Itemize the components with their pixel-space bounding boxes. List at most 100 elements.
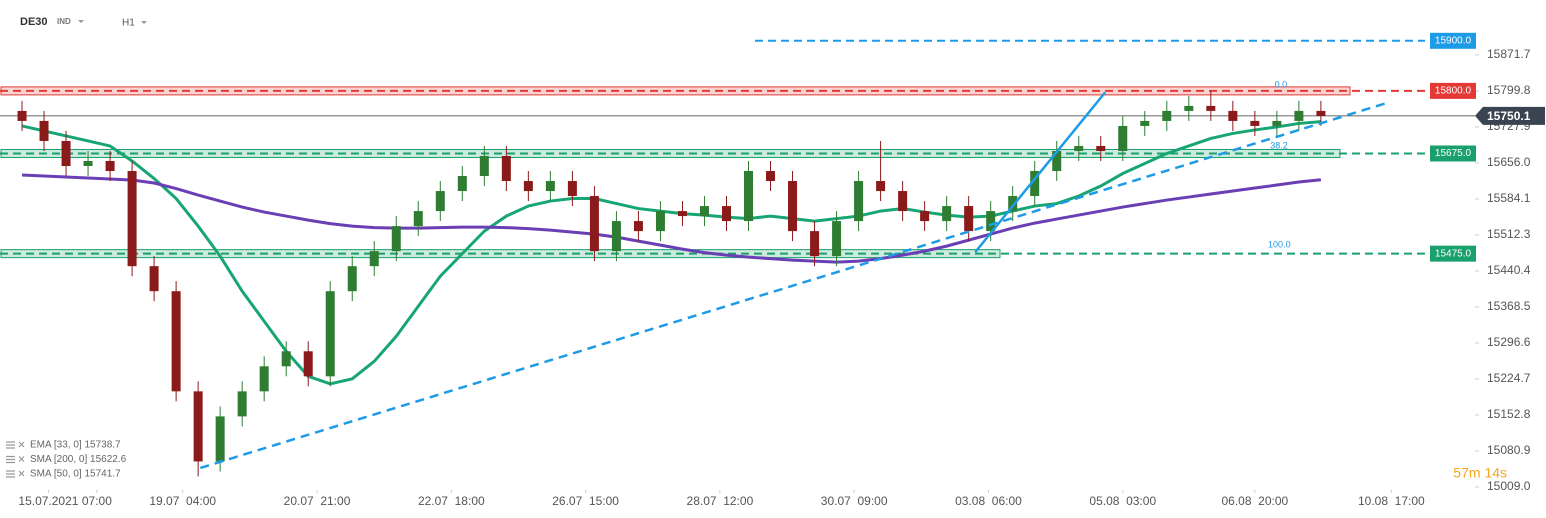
- y-tick-label: 15512.3: [1487, 227, 1531, 241]
- dropdown-arrow[interactable]: [141, 21, 147, 24]
- indicator-label: SMA [50, 0] 15741.7: [30, 469, 121, 480]
- interval[interactable]: H1: [122, 18, 135, 29]
- level-label: 15475.0: [1435, 248, 1472, 259]
- indicator-label: EMA [33, 0] 15738.7: [30, 440, 121, 451]
- y-tick-label: 15009.0: [1487, 479, 1531, 493]
- candle-body: [788, 181, 798, 232]
- x-tick-label: 20.07 21:00: [284, 494, 351, 508]
- indicator-remove[interactable]: [18, 456, 25, 462]
- level-label: 15800.0: [1435, 86, 1472, 97]
- level-label: 15900.0: [1435, 35, 1472, 46]
- dropdown-arrow[interactable]: [78, 20, 84, 23]
- candle-body: [633, 221, 643, 232]
- candle-body: [1272, 120, 1282, 126]
- symbol[interactable]: DE30: [20, 16, 48, 28]
- candle-body: [1008, 196, 1018, 212]
- candle-body: [83, 160, 93, 167]
- fib-label: 100.0: [1268, 240, 1291, 250]
- candle-body: [589, 196, 599, 252]
- candle-body: [501, 155, 511, 182]
- candle-body: [545, 181, 555, 192]
- y-tick-label: 15584.1: [1487, 191, 1531, 205]
- candle-body: [854, 181, 864, 222]
- candle-body: [435, 191, 445, 212]
- candle-body: [1118, 125, 1128, 151]
- x-tick-label: 07:00: [82, 494, 112, 508]
- indicator-icon: [6, 455, 15, 464]
- moving-average: [21, 173, 1322, 264]
- candle-body: [832, 221, 842, 257]
- indicator-icon: [6, 441, 15, 449]
- indicator-icon: [6, 470, 15, 478]
- current-price-tag: [1475, 106, 1545, 125]
- candle-body: [193, 391, 203, 462]
- y-tick-label: 15871.7: [1487, 47, 1531, 61]
- candle-body: [105, 160, 115, 172]
- candle-body: [964, 206, 974, 232]
- indicator-label: SMA [200, 0] 15622.6: [30, 454, 127, 465]
- candle-body: [655, 211, 665, 232]
- candle-body: [876, 181, 886, 192]
- candle-body: [127, 171, 137, 267]
- candle-body: [920, 211, 930, 222]
- x-tick-label: 19.07 04:00: [149, 494, 216, 508]
- candle-body: [1162, 110, 1172, 121]
- candle-body: [347, 266, 357, 292]
- candle-body: [457, 176, 467, 192]
- y-tick-label: 15440.4: [1487, 263, 1531, 277]
- trendline: [974, 91, 1107, 253]
- fib-label: 38.2: [1270, 140, 1288, 150]
- candle-body: [413, 211, 423, 227]
- fib-label: 0.0: [1275, 79, 1288, 89]
- y-tick-label: 15799.8: [1487, 83, 1531, 97]
- x-tick-label: 10.08 17:00: [1358, 494, 1425, 508]
- candle-body: [1250, 120, 1260, 126]
- indicator-remove[interactable]: [18, 470, 25, 477]
- y-tick-label: 15224.7: [1487, 371, 1531, 385]
- x-tick-label: 06.08 20:00: [1221, 494, 1288, 508]
- indicator-remove[interactable]: [18, 441, 25, 448]
- y-tick-label: 15080.9: [1487, 443, 1531, 457]
- candle-body: [479, 155, 489, 177]
- x-tick-label: 22.07 18:00: [418, 494, 485, 508]
- market: IND: [57, 17, 71, 26]
- candle-body: [369, 251, 379, 267]
- candle-body: [1140, 120, 1150, 126]
- level-tag: [1430, 145, 1476, 162]
- candle-body: [942, 206, 952, 222]
- candle-body: [61, 140, 71, 167]
- candle-body: [898, 191, 908, 212]
- candle-body: [259, 366, 269, 392]
- candle-body: [699, 206, 709, 217]
- candle-body: [281, 351, 291, 367]
- candle-body: [721, 206, 731, 222]
- candle-body: [766, 171, 776, 182]
- candle-body: [1074, 145, 1084, 151]
- candle-body: [303, 351, 313, 377]
- y-tick-label: 15152.8: [1487, 407, 1531, 421]
- plot-area: 15900.0 15800.0 15675.0 15475.0 0.0 38.2 100.0: [0, 32, 1476, 477]
- y-tick-label: 15368.5: [1487, 299, 1531, 313]
- level-tag: [1430, 245, 1476, 262]
- candle-body: [1096, 145, 1106, 151]
- trendline: [199, 101, 1388, 470]
- moving-average: [21, 120, 1322, 386]
- candle-body: [1206, 105, 1216, 111]
- candle-body: [523, 181, 533, 192]
- x-tick-label: 05.08 03:00: [1089, 494, 1156, 508]
- level-tag: [1430, 32, 1476, 49]
- countdown: 57m 14s: [1453, 465, 1507, 481]
- level-label: 15675.0: [1435, 148, 1472, 159]
- candle-body: [171, 291, 181, 392]
- candle-body: [810, 231, 820, 257]
- candle-body: [744, 171, 754, 222]
- candle-body: [1030, 171, 1040, 197]
- candle-body: [391, 226, 401, 252]
- candle-body: [1052, 150, 1062, 172]
- x-tick-label: 26.07 15:00: [552, 494, 619, 508]
- candle-body: [1228, 110, 1238, 121]
- current-price-label: 15750.1: [1487, 109, 1531, 123]
- candle-body: [677, 211, 687, 217]
- level-tag: [1430, 82, 1476, 99]
